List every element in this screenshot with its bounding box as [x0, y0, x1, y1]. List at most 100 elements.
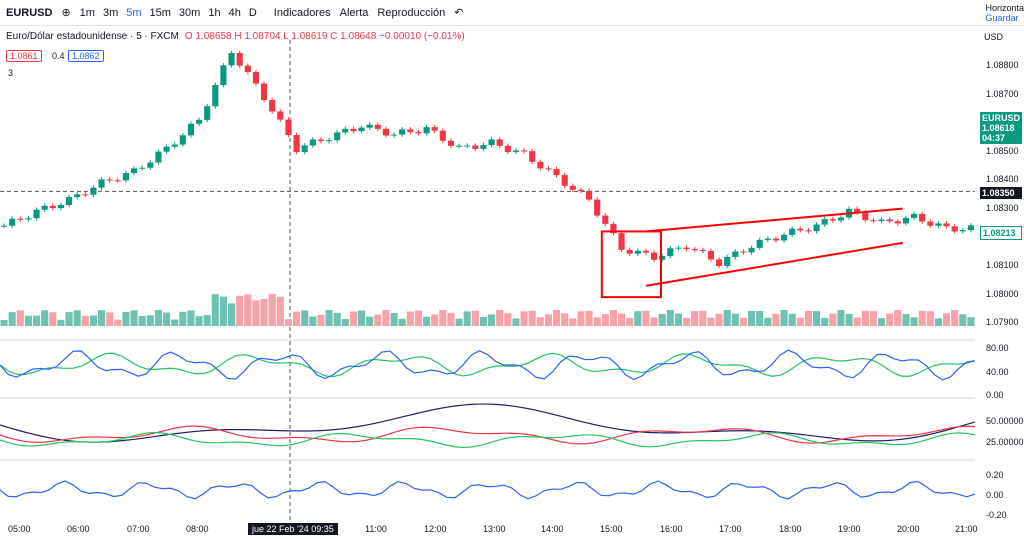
layout-save[interactable]: Horizonta Guardar — [985, 2, 1024, 23]
time-tick: 14:00 — [541, 524, 564, 534]
di-minus — [0, 425, 976, 445]
candle — [228, 52, 235, 66]
interval-D[interactable]: D — [248, 6, 257, 19]
volume-bar — [951, 310, 959, 326]
currency-label[interactable]: USD — [984, 32, 1004, 42]
volume-bar — [130, 310, 138, 326]
interval-4h[interactable]: 4h — [228, 6, 241, 19]
time-tick: 07:00 — [127, 524, 150, 534]
candle — [1, 225, 8, 227]
volume-bar — [707, 317, 715, 326]
interval-15m[interactable]: 15m — [149, 6, 171, 19]
interval-5m[interactable]: 5m — [126, 6, 142, 19]
candle — [967, 225, 974, 231]
volume-bar — [349, 311, 357, 326]
volume-bar — [228, 303, 236, 326]
interval-3m[interactable]: 3m — [102, 6, 119, 19]
volume-bar — [24, 315, 32, 326]
volume-bar — [463, 311, 471, 326]
volume-bar — [236, 295, 244, 326]
chart-canvas[interactable] — [0, 40, 980, 520]
volume-bar — [967, 317, 975, 326]
candle — [139, 167, 146, 169]
candle — [772, 238, 779, 241]
candle — [577, 189, 584, 191]
volume-bar — [106, 312, 114, 326]
interval-1m[interactable]: 1m — [79, 6, 95, 19]
candle — [33, 209, 40, 219]
candle — [261, 83, 268, 101]
candle — [17, 218, 24, 220]
candle — [447, 140, 454, 146]
buy-price[interactable]: 1.0862 — [68, 50, 104, 62]
volume-bar — [390, 312, 398, 326]
replay-button[interactable]: Reproducción — [377, 6, 446, 19]
candle — [204, 106, 211, 120]
candle — [724, 256, 731, 267]
volume-bar — [642, 310, 650, 326]
candle — [691, 249, 698, 251]
candle — [659, 256, 666, 260]
plus-icon[interactable]: ⊕ — [61, 7, 71, 19]
volume-bar — [731, 313, 739, 326]
volume-bar — [398, 318, 406, 326]
volume-bar — [780, 310, 788, 326]
candle — [894, 221, 901, 224]
volume-bar — [902, 314, 910, 326]
volume-bar — [382, 310, 390, 326]
candle — [537, 161, 544, 169]
candle — [90, 187, 97, 195]
candle — [431, 127, 438, 131]
candle — [269, 100, 276, 112]
volume-bar — [861, 310, 869, 326]
undo-icon[interactable]: ↶ — [454, 7, 464, 19]
indicator-count[interactable]: 3 — [8, 68, 14, 78]
volume-bar — [163, 312, 171, 326]
indicators-button[interactable]: Indicadores — [273, 6, 331, 19]
alert-button[interactable]: Alerta — [339, 6, 369, 19]
candle — [651, 252, 658, 260]
candle — [862, 212, 869, 221]
candle — [561, 175, 568, 186]
volume-bar — [756, 310, 764, 326]
volume-bar — [764, 317, 772, 326]
osc-tick: 25.00000 — [986, 437, 1024, 447]
volume-bar — [179, 311, 187, 326]
volume-bar — [504, 313, 512, 326]
candle — [98, 179, 105, 188]
volume-bar — [845, 313, 853, 326]
candle — [813, 224, 820, 232]
volume-bar — [325, 310, 333, 326]
volume-bar — [918, 310, 926, 326]
volume-bar — [358, 310, 366, 326]
volume-bar — [33, 315, 41, 326]
volume-bar — [520, 311, 528, 326]
candle — [407, 129, 414, 133]
volume-bar — [171, 319, 179, 326]
osc-tick: 80.00 — [986, 343, 1009, 353]
candle — [277, 111, 284, 120]
sell-price[interactable]: 1.0861 — [6, 50, 42, 62]
volume-bar — [626, 318, 634, 326]
spread: 0.4 — [52, 51, 65, 61]
candle — [472, 145, 479, 149]
candle — [147, 162, 154, 168]
candle — [49, 205, 56, 209]
interval-1h[interactable]: 1h — [208, 6, 221, 19]
volume-bar — [739, 317, 747, 326]
volume-bar — [878, 318, 886, 326]
candle — [821, 219, 828, 225]
symbol-search[interactable]: EURUSD — [6, 6, 53, 19]
volume-bar — [813, 311, 821, 326]
volume-bar — [260, 298, 268, 326]
time-tick: 18:00 — [779, 524, 802, 534]
volume-bar — [317, 314, 325, 326]
interval-30m[interactable]: 30m — [178, 6, 201, 19]
candle — [959, 230, 966, 232]
candle — [602, 215, 609, 224]
candle — [285, 119, 292, 136]
volume-bar — [73, 310, 81, 326]
candle — [41, 205, 48, 210]
candle — [732, 251, 739, 257]
annotation-rectangle — [600, 230, 662, 299]
